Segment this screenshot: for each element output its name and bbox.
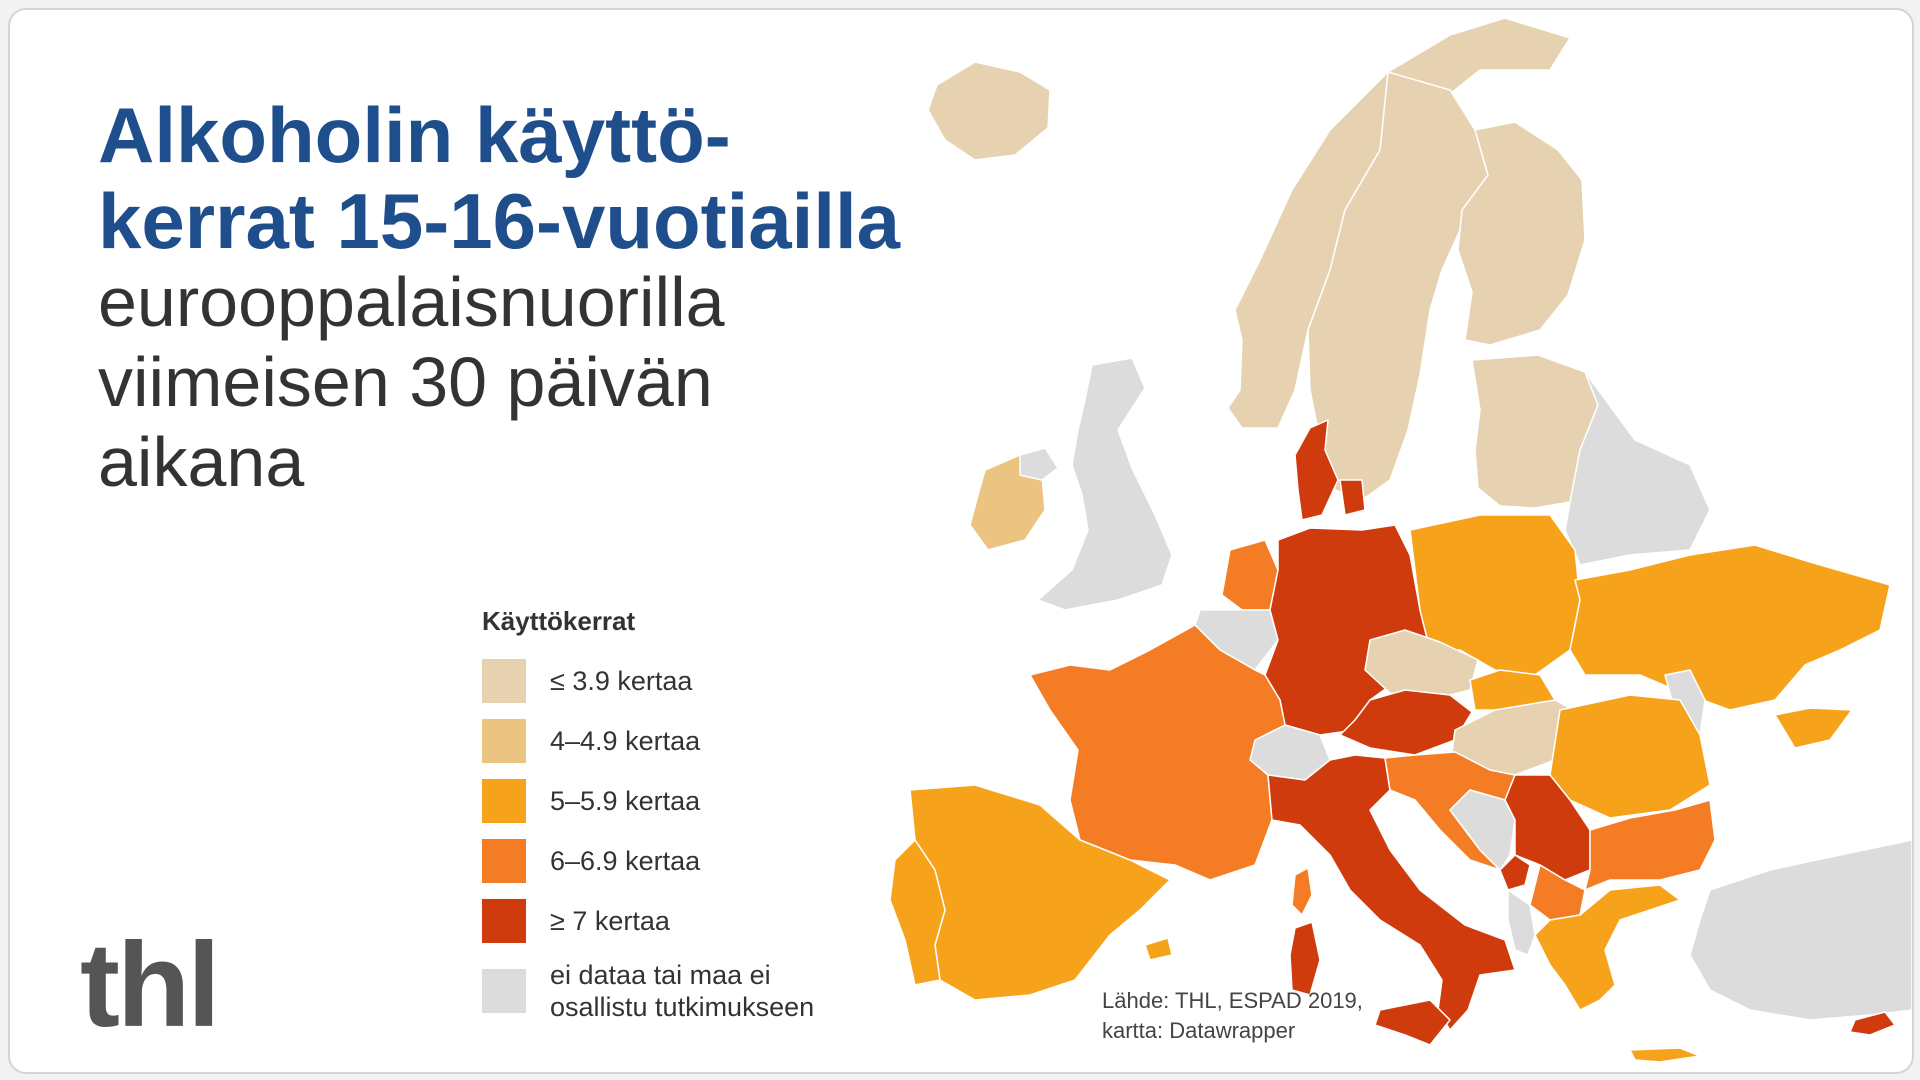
region-montenegro <box>1499 854 1531 891</box>
region-belarus-russia <box>1564 371 1711 566</box>
legend-label: 5–5.9 kertaa <box>550 786 701 816</box>
legend-item: 5–5.9 kertaa <box>482 779 902 823</box>
region-greece <box>1534 884 1681 1011</box>
region-crete <box>1629 1047 1701 1063</box>
legend-swatch <box>482 899 526 943</box>
region-austria <box>1339 689 1473 756</box>
legend-items: ≤ 3.9 kertaa 4–4.9 kertaa 5–5.9 kertaa 6–6.… <box>482 659 902 1023</box>
legend-label: ei dataa tai maa ei osallistu tutkimukse… <box>550 960 815 1022</box>
source-line-1: Lähde: THL, ESPAD 2019, <box>1102 988 1363 1013</box>
region-balearic <box>1144 937 1173 961</box>
legend-item: ≥ 7 kertaa <box>482 899 902 943</box>
legend-item: ei dataa tai maa ei osallistu tutkimukse… <box>482 959 902 1023</box>
region-italy <box>1267 754 1516 1031</box>
region-baltics <box>1471 354 1599 509</box>
region-corsica <box>1291 867 1313 916</box>
legend-title: Käyttökerrat <box>482 606 636 636</box>
region-portugal <box>889 839 946 986</box>
region-sardinia <box>1289 921 1321 996</box>
legend-swatch <box>482 839 526 883</box>
region-denmark-islands <box>1339 479 1366 516</box>
region-albania <box>1507 889 1536 956</box>
legend: Käyttökerrat ≤ 3.9 kertaa 4–4.9 kertaa 5–5… <box>482 606 902 1039</box>
region-ukraine <box>1569 544 1891 711</box>
legend-item: 4–4.9 kertaa <box>482 719 902 763</box>
source-note: Lähde: THL, ESPAD 2019, kartta: Datawrap… <box>1102 986 1363 1046</box>
legend-item: 6–6.9 kertaa <box>482 839 902 883</box>
region-france <box>1029 624 1286 881</box>
region-northern-ireland <box>1019 447 1059 481</box>
legend-label: ≥ 7 kertaa <box>550 906 670 936</box>
title: Alkoholin käyttö- kerrat 15-16-vuotiaill… <box>98 92 900 264</box>
region-bulgaria <box>1584 799 1716 891</box>
legend-swatch <box>482 659 526 703</box>
region-turkey <box>1689 839 1912 1021</box>
thl-logo: thl <box>80 918 221 1052</box>
subtitle-line-3: aikana <box>98 423 305 501</box>
infographic-card: Alkoholin käyttö- kerrat 15-16-vuotiaill… <box>8 8 1914 1074</box>
region-iceland <box>927 61 1051 161</box>
region-czechia <box>1364 629 1479 701</box>
subtitle-line-2: viimeisen 30 päivän <box>98 343 713 421</box>
legend-swatch <box>482 969 526 1013</box>
legend-swatch <box>482 779 526 823</box>
region-crimea <box>1774 707 1853 749</box>
source-line-2: kartta: Datawrapper <box>1102 1018 1296 1043</box>
region-netherlands <box>1221 539 1279 611</box>
legend-label: 6–6.9 kertaa <box>550 846 701 876</box>
region-romania <box>1549 694 1711 819</box>
region-bosnia <box>1449 789 1516 871</box>
europe-map <box>889 17 1912 1063</box>
region-cyprus <box>1849 1011 1896 1036</box>
legend-swatch <box>482 719 526 763</box>
region-great-britain <box>1037 357 1173 611</box>
region-sicily <box>1374 999 1451 1046</box>
legend-item: ≤ 3.9 kertaa <box>482 659 902 703</box>
legend-label: ≤ 3.9 kertaa <box>550 666 693 696</box>
legend-label: 4–4.9 kertaa <box>550 726 701 756</box>
title-line-1: Alkoholin käyttö- <box>98 91 731 179</box>
title-line-2: kerrat 15-16-vuotiailla <box>98 177 901 265</box>
region-finland <box>1457 121 1586 346</box>
subtitle: eurooppalaisnuorilla viimeisen 30 päivän… <box>98 262 725 502</box>
subtitle-line-1: eurooppalaisnuorilla <box>98 263 725 341</box>
region-denmark <box>1294 419 1339 521</box>
